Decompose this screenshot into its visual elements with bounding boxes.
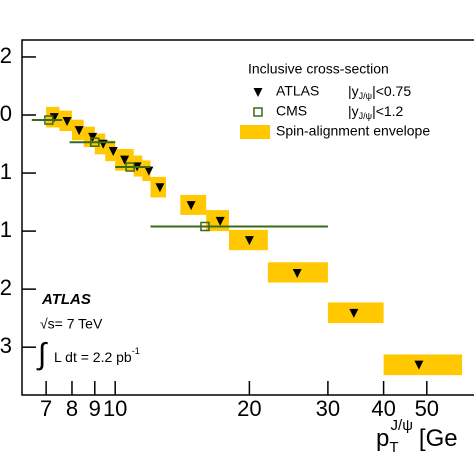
legend-label: CMS <box>276 103 307 119</box>
y-tick-label: 1 <box>0 159 12 184</box>
x-tick-label: 10 <box>103 396 127 421</box>
rapidity-post: |<0.75 <box>372 83 411 99</box>
legend-label: Spin-alignment envelope <box>276 123 430 139</box>
envelope-box <box>105 140 116 162</box>
y-tick-label: 1 <box>0 217 12 242</box>
lumi-main: L dt = 2.2 pb <box>54 349 132 365</box>
data-point <box>90 137 100 147</box>
data-point <box>62 116 72 126</box>
rapidity-pre: |y <box>348 83 359 99</box>
data-point <box>44 115 54 125</box>
rapidity-sub: J/ψ <box>359 91 372 101</box>
legend-rapidity: |yJ/ψ|<1.2 <box>348 103 404 122</box>
data-point <box>349 308 359 318</box>
energy-label: √s= 7 TeV <box>40 316 103 332</box>
legend-swatch <box>240 125 270 139</box>
rapidity-post: |<1.2 <box>372 103 403 119</box>
legend-rapidity: |yJ/ψ|<0.75 <box>348 83 411 102</box>
lumi-label: L dt = 2.2 pb-1 <box>54 346 140 364</box>
envelope-box <box>94 133 106 155</box>
envelope-box <box>142 160 151 181</box>
y-tick-label: 2 <box>0 43 12 68</box>
x-label-sup: J/ψ <box>391 417 413 434</box>
experiment-label: ATLAS <box>41 291 91 308</box>
data-point <box>292 268 302 278</box>
x-tick-label: 20 <box>237 396 261 421</box>
legend-title: Inclusive cross-section <box>248 61 389 77</box>
plot-frame <box>21 39 474 396</box>
data-point <box>155 183 165 193</box>
x-tick-label: 9 <box>89 396 101 421</box>
data-point <box>244 236 254 246</box>
rapidity-pre: |y <box>348 103 359 119</box>
data-point <box>200 221 210 232</box>
legend-marker <box>253 107 263 117</box>
data-point <box>144 166 154 176</box>
data-point <box>414 360 424 370</box>
legend-label: ATLAS <box>276 83 319 99</box>
y-tick-label: 0 <box>0 101 12 126</box>
x-label-sub: T <box>389 439 398 456</box>
y-tick-label: 3 <box>0 333 12 358</box>
data-point <box>120 155 130 165</box>
lumi-sup: -1 <box>132 346 140 356</box>
x-tick-label: 40 <box>371 396 395 421</box>
y-tick-label: 2 <box>0 275 12 300</box>
x-tick-label: 30 <box>316 396 340 421</box>
x-tick-label: 8 <box>66 396 78 421</box>
x-axis-label: pT J/ψ [Ge <box>376 417 458 456</box>
data-point <box>125 162 135 172</box>
x-label-main: p <box>376 425 389 452</box>
data-point <box>88 132 98 142</box>
x-tick-label: 50 <box>415 396 439 421</box>
data-point <box>186 201 196 211</box>
legend-marker <box>253 88 263 97</box>
envelope-box <box>83 126 95 148</box>
rapidity-sub: J/ψ <box>359 111 372 121</box>
x-label-rest: [Ge <box>419 425 458 452</box>
data-point <box>215 216 225 226</box>
data-point <box>74 126 84 136</box>
envelope-box <box>383 354 463 376</box>
data-point <box>108 146 118 156</box>
integral-sign: ∫ <box>36 338 48 371</box>
x-tick-label: 7 <box>40 396 52 421</box>
